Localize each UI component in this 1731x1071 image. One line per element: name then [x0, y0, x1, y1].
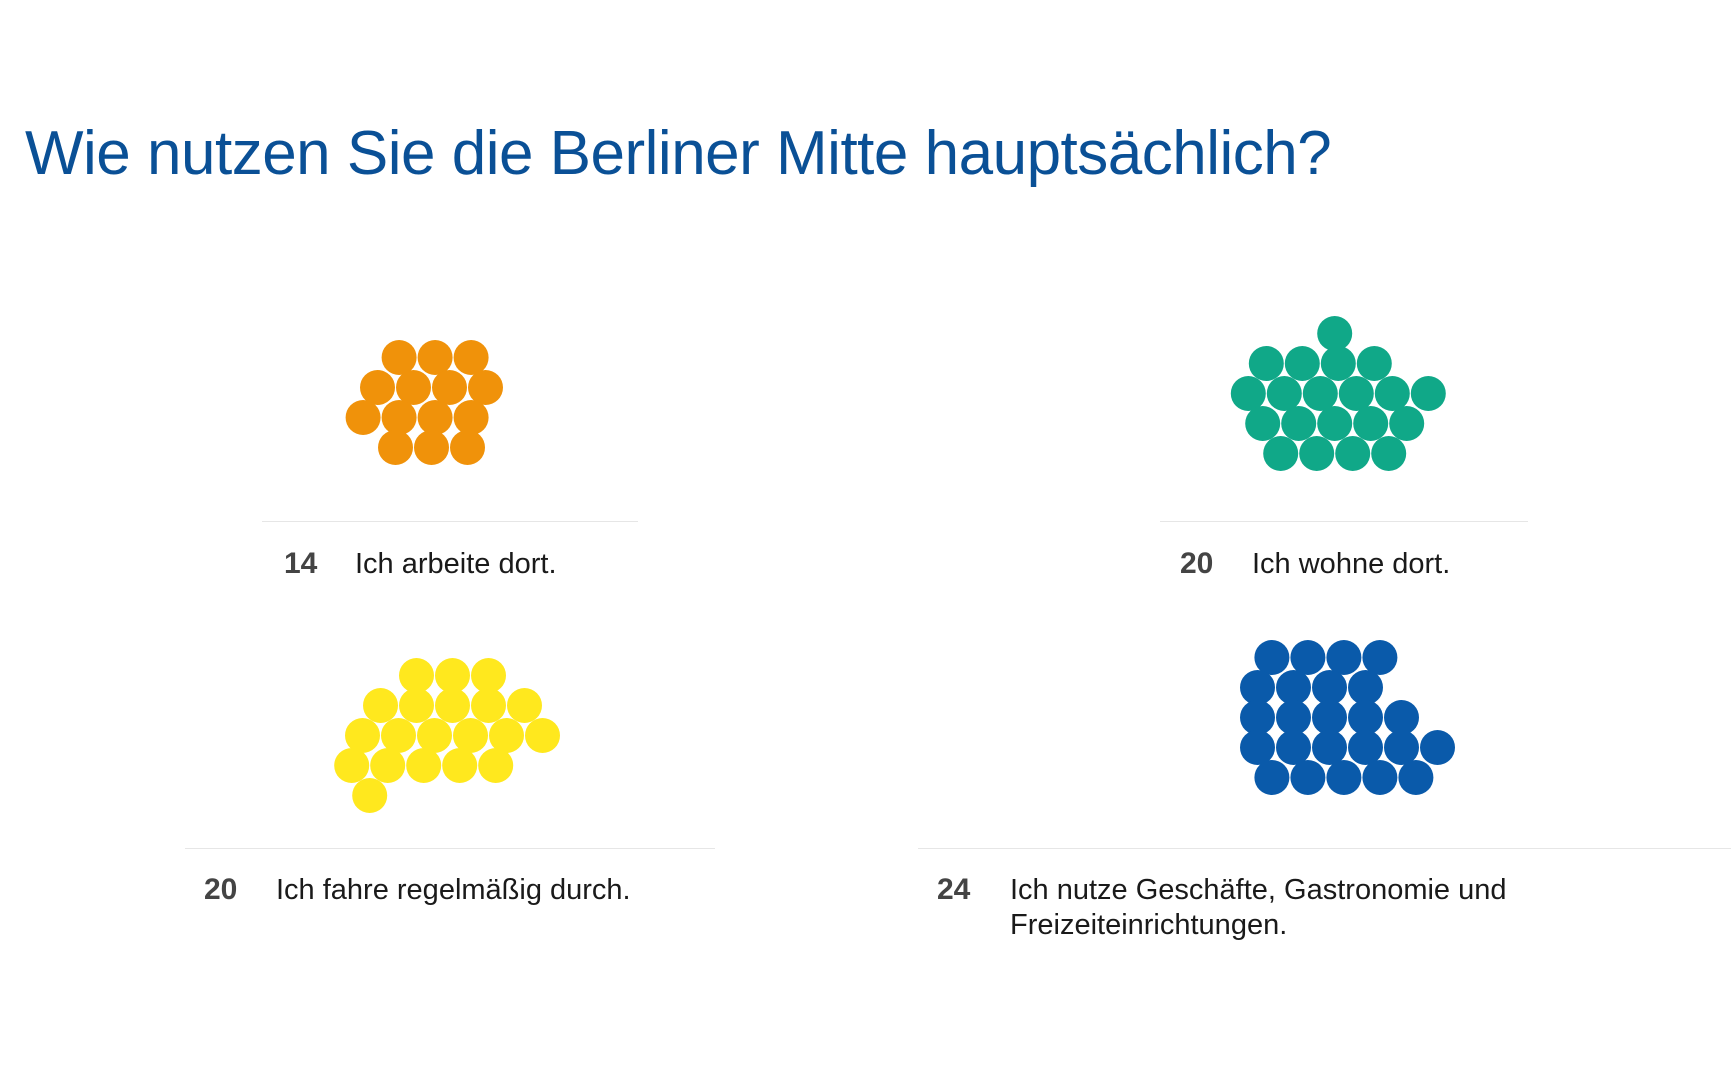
dot-16 — [1312, 730, 1347, 765]
dot-2 — [1248, 346, 1284, 381]
dot-cluster-work — [345, 340, 503, 465]
dot-9 — [1240, 700, 1275, 735]
dot-10 — [1276, 700, 1311, 735]
dot-9 — [381, 400, 417, 435]
dot-8 — [345, 400, 381, 435]
dot-11 — [453, 400, 489, 435]
dot-17 — [1263, 436, 1299, 471]
dot-23 — [1362, 760, 1398, 795]
dot-4 — [1362, 640, 1398, 675]
dot-12 — [378, 430, 413, 465]
dot-7 — [468, 370, 503, 405]
dot-11 — [1410, 376, 1446, 411]
dot-1 — [381, 340, 417, 375]
dot-17 — [406, 748, 442, 783]
divider-drive — [185, 848, 715, 849]
label-live: Ich wohne dort. — [1252, 548, 1451, 580]
dot-12 — [1348, 700, 1383, 735]
count-work: 14 — [284, 547, 318, 580]
count-live: 20 — [1180, 547, 1214, 580]
dot-14 — [1240, 730, 1275, 765]
dot-20 — [352, 778, 388, 813]
dot-8 — [507, 688, 542, 723]
dot-3 — [453, 340, 489, 375]
page-title: Wie nutzen Sie die Berliner Mitte haupts… — [25, 119, 1332, 188]
divider-live — [1160, 521, 1528, 522]
dot-18 — [442, 748, 478, 783]
dot-cluster-drive — [334, 658, 560, 813]
dot-4 — [1320, 346, 1356, 381]
dot-14 — [450, 430, 485, 465]
dot-9 — [345, 718, 380, 753]
dot-2 — [435, 658, 470, 693]
dot-6 — [1230, 376, 1266, 411]
label-drive: Ich fahre regelmäßig durch. — [276, 874, 631, 906]
dot-10 — [1374, 376, 1410, 411]
dot-1 — [1317, 316, 1353, 351]
dot-19 — [1420, 730, 1455, 765]
dot-18 — [1299, 436, 1335, 471]
dot-19 — [478, 748, 514, 783]
dot-21 — [1290, 760, 1326, 795]
dot-12 — [1245, 406, 1281, 441]
dot-3 — [1284, 346, 1320, 381]
dot-19 — [1335, 436, 1371, 471]
dot-cluster-shopping — [1240, 640, 1455, 795]
dot-18 — [1384, 730, 1419, 765]
dot-8 — [1302, 376, 1338, 411]
dot-8 — [1348, 670, 1383, 705]
dot-7 — [1312, 670, 1347, 705]
dot-10 — [381, 718, 416, 753]
dot-11 — [1312, 700, 1347, 735]
dot-3 — [471, 658, 506, 693]
dot-24 — [1398, 760, 1434, 795]
dot-15 — [1276, 730, 1311, 765]
dot-5 — [396, 370, 431, 405]
divider-work — [262, 521, 638, 522]
dot-16 — [1389, 406, 1425, 441]
dot-12 — [453, 718, 488, 753]
dot-16 — [370, 748, 406, 783]
dot-1 — [1254, 640, 1290, 675]
dot-6 — [1276, 670, 1311, 705]
dot-13 — [1281, 406, 1317, 441]
count-shopping: 24 — [937, 873, 971, 906]
dot-22 — [1326, 760, 1362, 795]
dot-4 — [363, 688, 398, 723]
dot-6 — [435, 688, 470, 723]
dot-5 — [1240, 670, 1275, 705]
dot-3 — [1326, 640, 1362, 675]
dot-14 — [1317, 406, 1353, 441]
dot-1 — [399, 658, 434, 693]
dot-5 — [399, 688, 434, 723]
dot-13 — [489, 718, 524, 753]
dot-20 — [1371, 436, 1407, 471]
dot-7 — [1266, 376, 1302, 411]
dot-5 — [1356, 346, 1392, 381]
dot-2 — [417, 340, 453, 375]
dot-11 — [417, 718, 452, 753]
dot-10 — [417, 400, 453, 435]
dot-7 — [471, 688, 506, 723]
dot-20 — [1254, 760, 1290, 795]
dot-14 — [525, 718, 560, 753]
dot-9 — [1338, 376, 1374, 411]
label-work: Ich arbeite dort. — [355, 548, 557, 580]
dot-2 — [1290, 640, 1326, 675]
dot-6 — [432, 370, 467, 405]
dot-cluster-live — [1230, 316, 1446, 471]
dot-13 — [414, 430, 449, 465]
dot-17 — [1348, 730, 1383, 765]
dot-13 — [1384, 700, 1419, 735]
dot-15 — [334, 748, 370, 783]
label-shopping: Ich nutze Geschäfte, Gastronomie und Fre… — [1010, 874, 1507, 941]
count-drive: 20 — [204, 873, 238, 906]
divider-shopping — [918, 848, 1731, 849]
dot-4 — [360, 370, 395, 405]
dot-15 — [1353, 406, 1389, 441]
